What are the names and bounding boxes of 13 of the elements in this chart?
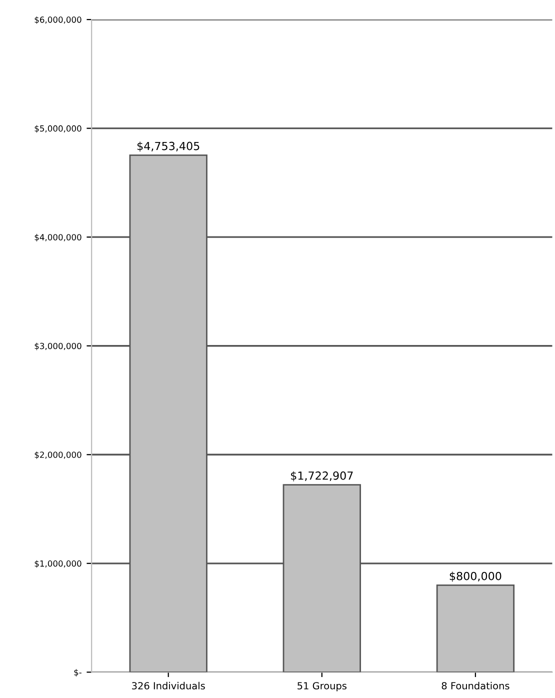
- data-label: $1,722,907: [291, 471, 353, 482]
- x-tick-label: 326 Individuals: [132, 682, 205, 690]
- y-tick-label: $4,000,000: [34, 234, 82, 242]
- y-tick-label: $-: [74, 669, 82, 677]
- y-tick-label: $1,000,000: [34, 560, 82, 568]
- y-tick-label: $2,000,000: [34, 451, 82, 460]
- x-tick-label: 8 Foundations: [442, 682, 510, 690]
- y-tick-label: $5,000,000: [34, 125, 82, 133]
- x-tick-label: 51 Groups: [298, 682, 346, 692]
- data-label: $800,000: [450, 572, 502, 582]
- y-tick-label: $6,000,000: [34, 16, 82, 24]
- data-label: $4,753,405: [137, 142, 200, 152]
- y-tick-label: $3,000,000: [34, 342, 82, 350]
